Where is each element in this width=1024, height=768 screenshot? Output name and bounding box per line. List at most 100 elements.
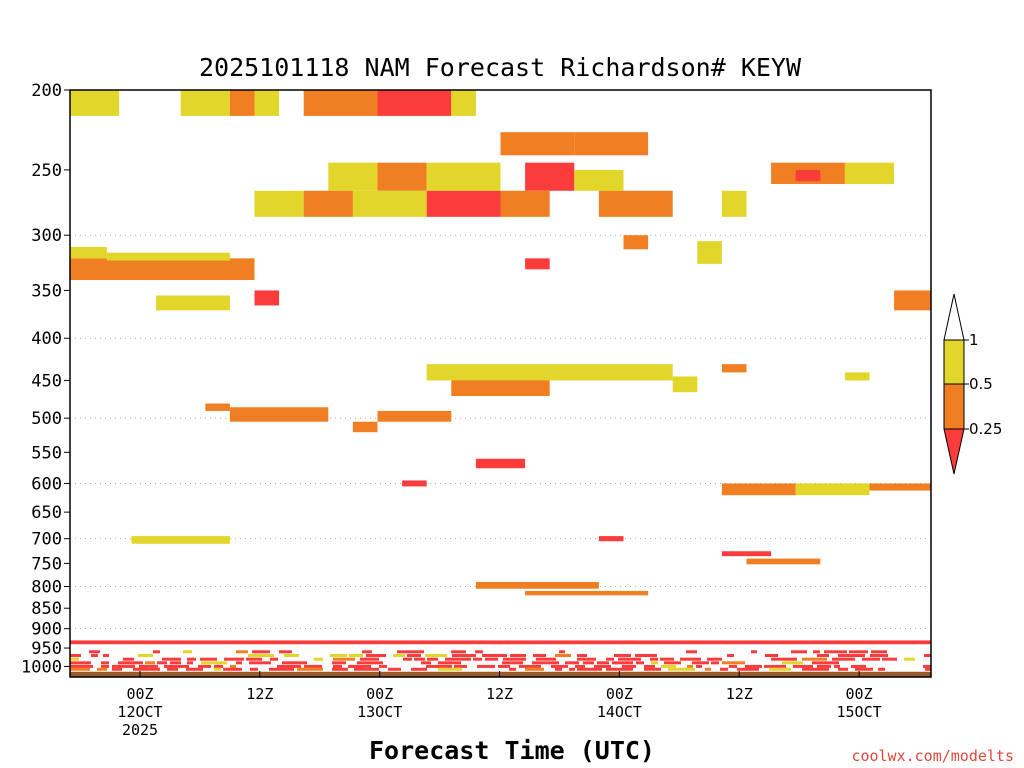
ri-band-segment <box>660 657 674 661</box>
ri-band-segment <box>70 657 79 661</box>
ri-band-segment <box>791 650 807 654</box>
ri-region <box>598 190 673 217</box>
ri-band-segment <box>705 667 711 671</box>
ri-band-segment <box>477 664 495 668</box>
chart-title: 2025101118 NAM Forecast Richardson# KEYW <box>199 53 802 82</box>
y-tick-label: 900 <box>31 620 62 640</box>
ri-band-segment <box>162 657 181 661</box>
ri-band-segment <box>145 661 155 665</box>
ri-band-segment <box>536 657 556 661</box>
ri-band-segment <box>139 664 158 668</box>
ri-band-segment <box>771 657 797 661</box>
ri-band-segment <box>555 667 562 671</box>
y-tick-label: 250 <box>31 161 62 181</box>
ri-band-segment <box>849 650 868 654</box>
x-tick-label: 2025 <box>122 721 158 739</box>
ri-region <box>426 190 501 217</box>
ri-band-segment <box>112 664 135 668</box>
ri-region <box>869 483 931 491</box>
ri-region <box>70 90 120 116</box>
ri-band-segment <box>252 650 270 654</box>
ri-band-segment <box>187 657 196 661</box>
ri-band-segment <box>89 650 100 654</box>
ri-band-segment <box>575 664 585 668</box>
ri-band-segment <box>855 667 873 671</box>
ri-band-segment <box>851 664 866 668</box>
ri-band-segment <box>745 664 762 668</box>
ri-band-segment <box>668 667 695 671</box>
x-tick-label: 13OCT <box>357 703 402 721</box>
ri-band-segment <box>838 667 848 671</box>
ri-band-segment <box>236 650 248 654</box>
ri-region <box>795 483 870 496</box>
ri-band-segment <box>314 657 323 661</box>
legend-label: 0.5 <box>969 375 993 393</box>
ri-band-segment <box>594 664 611 668</box>
ri-band-segment <box>651 661 658 665</box>
x-axis-title: Forecast Time (UTC) <box>369 736 655 765</box>
ri-region <box>795 169 821 182</box>
ri-region <box>254 290 280 306</box>
ri-region <box>205 403 230 411</box>
ri-band-segment <box>925 667 931 671</box>
ri-region <box>377 410 452 422</box>
ri-band-segment <box>878 667 885 671</box>
y-tick-label: 700 <box>31 530 62 550</box>
ri-band-segment <box>214 667 221 671</box>
ri-band-segment <box>167 667 178 671</box>
ri-band-segment <box>403 657 412 661</box>
ri-band-segment <box>332 661 346 665</box>
legend-label: 0.25 <box>969 420 1002 438</box>
ri-band-segment <box>737 667 759 671</box>
ri-band-segment <box>597 661 609 665</box>
ri-band-segment <box>577 654 587 658</box>
ri-band-segment <box>832 657 855 661</box>
ri-band-segment <box>502 661 523 665</box>
ri-band-segment <box>577 657 596 661</box>
ri-region <box>451 376 550 397</box>
ri-band-segment <box>485 657 498 661</box>
ri-band-segment <box>133 667 160 671</box>
ri-band-segment <box>164 664 189 668</box>
ri-band-segment <box>817 664 831 668</box>
ri-band-segment <box>414 657 425 661</box>
ri-band-segment <box>112 667 122 671</box>
ri-band-segment <box>250 667 258 671</box>
ri-band-segment <box>198 664 211 668</box>
y-tick-label: 800 <box>31 577 62 597</box>
ri-band-segment <box>473 657 482 661</box>
ri-band-segment <box>183 650 192 654</box>
ri-region <box>377 90 452 116</box>
ri-band-segment <box>612 661 633 665</box>
ri-band-segment <box>475 650 483 654</box>
y-tick-label: 300 <box>31 226 62 246</box>
ri-region <box>352 421 378 433</box>
ri-band-segment <box>366 654 386 658</box>
ri-band-segment <box>70 654 81 658</box>
ri-region <box>844 372 870 381</box>
ri-band-segment <box>751 650 757 654</box>
x-tick-label: 12Z <box>486 685 513 703</box>
ri-band-segment <box>614 654 631 658</box>
ri-band-segment <box>397 650 424 654</box>
ri-band-segment <box>817 654 829 658</box>
ri-band-segment <box>650 657 658 661</box>
ri-band-segment <box>388 667 401 671</box>
x-tick-label: 00Z <box>606 685 633 703</box>
ri-region <box>721 551 772 557</box>
ri-band-segment <box>870 654 888 658</box>
ri-band-segment <box>769 667 791 671</box>
y-tick-label: 600 <box>31 474 62 494</box>
ri-region <box>229 407 329 422</box>
ri-band-segment <box>118 661 143 665</box>
ri-band-segment <box>282 661 307 665</box>
ri-band-segment <box>223 667 242 671</box>
ri-region <box>574 169 624 191</box>
ri-band-segment <box>606 667 633 671</box>
y-tick-label: 450 <box>31 371 62 391</box>
y-tick-label: 200 <box>31 81 62 101</box>
ri-region <box>254 90 280 116</box>
ri-band-segment <box>824 650 847 654</box>
ri-band-segment <box>687 664 693 668</box>
ri-band-segment <box>70 667 90 671</box>
